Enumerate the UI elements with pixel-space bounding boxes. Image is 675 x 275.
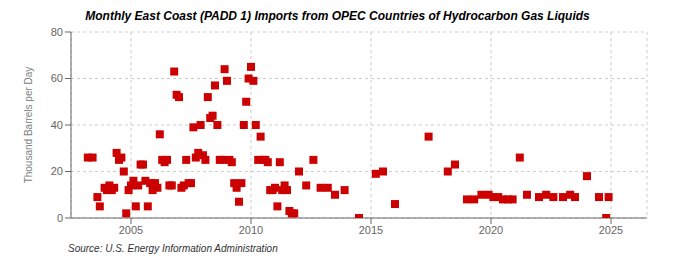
svg-text:Thousand Barrels per Day: Thousand Barrels per Day	[23, 67, 34, 184]
svg-text:2020: 2020	[479, 224, 503, 236]
svg-text:2010: 2010	[239, 224, 263, 236]
svg-text:2025: 2025	[599, 224, 623, 236]
html-text:Monthly East Coast (PADD 1) Im: Monthly East Coast (PADD 1) Imports from…	[85, 9, 590, 23]
svg-text:2015: 2015	[359, 224, 383, 236]
svg-text:80: 80	[51, 26, 63, 38]
svg-text:40: 40	[51, 119, 63, 131]
svg-text:2005: 2005	[119, 224, 143, 236]
html-text:Source: U.S. Energy Informatio: Source: U.S. Energy Information Administ…	[68, 243, 278, 254]
svg-text:60: 60	[51, 72, 63, 84]
svg-text:20: 20	[51, 165, 63, 177]
svg-text:0: 0	[57, 212, 63, 224]
